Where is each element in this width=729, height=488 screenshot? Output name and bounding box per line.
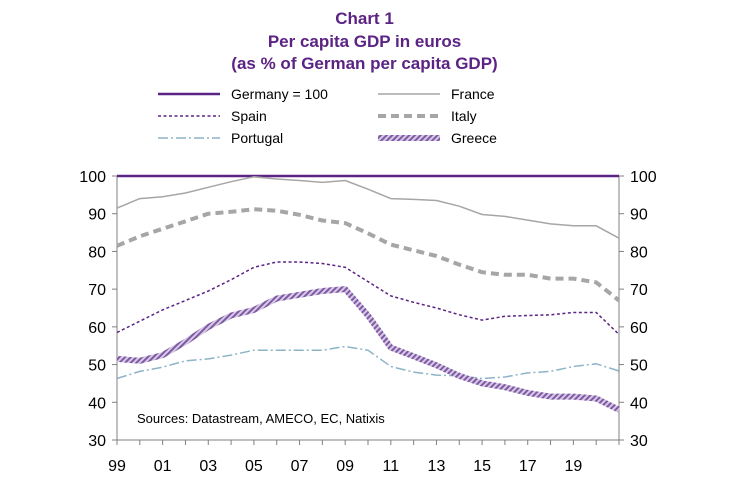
- x-tick-label: 13: [428, 458, 446, 475]
- chart-subtitle-2: (as % of German per capita GDP): [231, 54, 498, 73]
- y-tick-label-right: 50: [630, 358, 648, 375]
- x-tick-label: 19: [564, 458, 582, 475]
- series-line-greece: [116, 286, 621, 413]
- y-tick-label-right: 40: [630, 395, 648, 412]
- x-tick-label: 17: [519, 458, 537, 475]
- x-tick-label: 01: [154, 458, 172, 475]
- x-tick-label: 11: [383, 458, 400, 475]
- series-line-italy: [116, 207, 621, 303]
- x-tick-label: 03: [199, 458, 217, 475]
- y-tick-label-left: 30: [88, 433, 106, 450]
- axes: [112, 175, 624, 445]
- y-tick-label-right: 70: [630, 282, 648, 299]
- legend-label-portugal: Portugal: [231, 130, 283, 146]
- y-tick-label-left: 60: [88, 320, 106, 337]
- series-layer: [116, 174, 621, 413]
- chart-title: Chart 1: [335, 9, 394, 28]
- y-tick-label-left: 80: [88, 244, 106, 261]
- y-tick-label-left: 50: [88, 358, 106, 375]
- chart-subtitle-1: Per capita GDP in euros: [267, 32, 462, 51]
- legend-label-spain: Spain: [231, 108, 267, 124]
- legend-label-greece: Greece: [451, 130, 497, 146]
- x-tick-label: 99: [108, 458, 126, 475]
- y-tick-label-left: 70: [88, 282, 106, 299]
- x-tick-label: 07: [291, 458, 309, 475]
- x-tick-label: 09: [336, 458, 354, 475]
- y-tick-label-right: 90: [630, 207, 648, 224]
- source-note: Sources: Datastream, AMECO, EC, Natixis: [137, 411, 385, 426]
- y-tick-label-left: 40: [88, 395, 106, 412]
- series-line-portugal: [116, 345, 620, 380]
- tick-labels: 30 30 40 40 50 50 60 60 70 70 80 80 90 90 100 100 99 01 03…: [79, 169, 657, 475]
- y-tick-label-left: 90: [88, 207, 106, 224]
- series-line-spain: [116, 261, 620, 335]
- y-tick-label-right: 30: [630, 433, 648, 450]
- legend-label-germany: Germany = 100: [231, 86, 328, 102]
- legend-label-france: France: [451, 86, 495, 102]
- x-tick-label: 05: [245, 458, 263, 475]
- y-tick-label-right: 100: [630, 169, 657, 186]
- y-tick-label-right: 60: [630, 320, 648, 337]
- legend: Germany = 100 France Italy Spain Portugal Gre…: [158, 86, 497, 146]
- x-tick-label: 15: [473, 458, 491, 475]
- series-line-france: [116, 176, 620, 239]
- y-tick-label-right: 80: [630, 244, 648, 261]
- y-tick-label-left: 100: [79, 169, 106, 186]
- legend-label-italy: Italy: [451, 108, 477, 124]
